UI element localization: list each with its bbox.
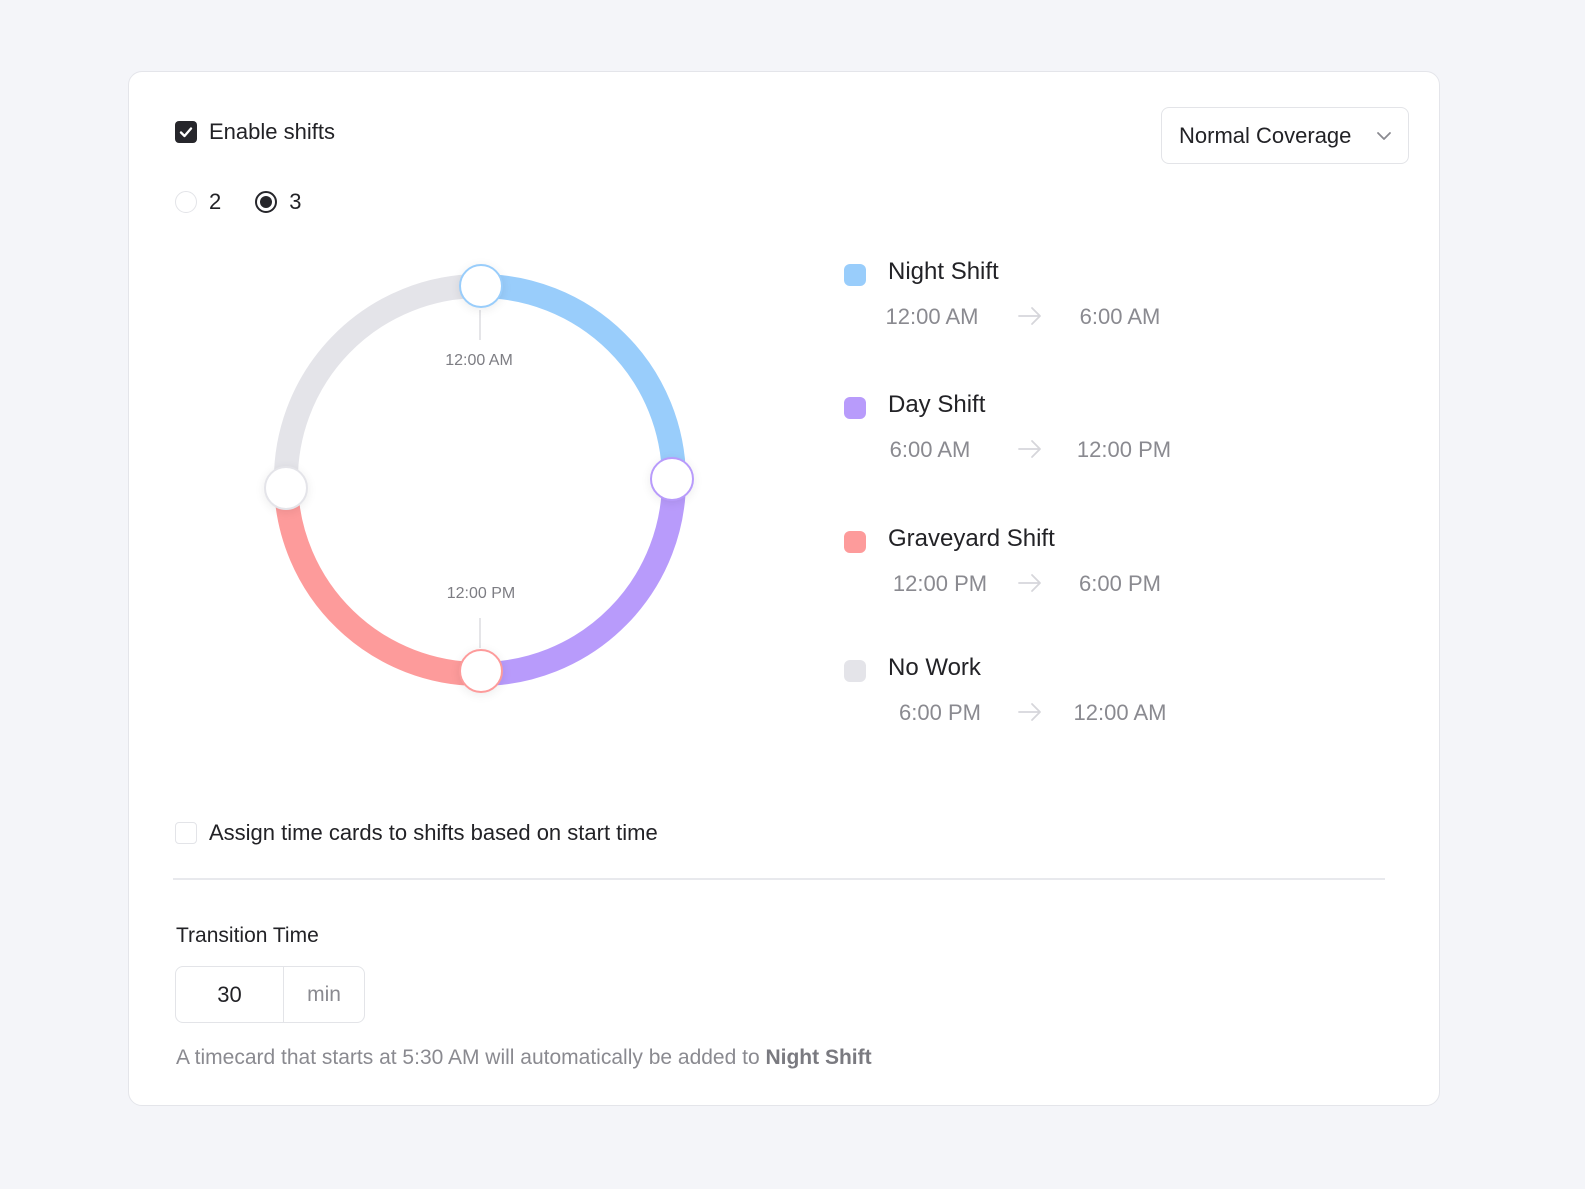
arrow-right-icon bbox=[1018, 574, 1041, 592]
section-divider bbox=[173, 878, 1385, 880]
enable-shifts-label: Enable shifts bbox=[209, 119, 335, 144]
legend-end-time: 6:00 PM bbox=[1079, 571, 1161, 596]
legend-name: Day Shift bbox=[888, 391, 986, 418]
day-shift-swatch bbox=[844, 397, 866, 419]
shift-settings-card: Enable shifts 2 3 Normal Coverage bbox=[128, 71, 1440, 1106]
transition-time-input-group: 30 min bbox=[175, 966, 365, 1023]
radio-selected-icon bbox=[255, 191, 278, 213]
arrow-right-icon bbox=[1018, 703, 1041, 721]
arrow-right-icon bbox=[1018, 307, 1041, 325]
arrow-right-icon bbox=[1018, 440, 1041, 458]
ring-segment-day-shift bbox=[479, 477, 687, 686]
graveyard-shift-swatch bbox=[844, 531, 866, 553]
coverage-dropdown-value: Normal Coverage bbox=[1179, 122, 1352, 148]
legend-start-time: 12:00 PM bbox=[892, 571, 988, 596]
shift-count-option-3[interactable]: 3 bbox=[255, 189, 302, 215]
legend-item-graveyard-shift: Graveyard Shift 12:00 PM 6:00 PM bbox=[841, 524, 1261, 604]
shift-ring-chart: 12:00 AM 12:00 PM bbox=[249, 252, 729, 732]
shift-count-label: 3 bbox=[289, 189, 302, 214]
ring-handle-graveyard-start[interactable] bbox=[459, 649, 503, 693]
ring-segment-graveyard-shift bbox=[274, 485, 481, 686]
shift-count-option-2[interactable]: 2 bbox=[175, 189, 221, 215]
ring-segment-no-work bbox=[273, 274, 481, 487]
legend-end-time: 6:00 AM bbox=[1079, 304, 1161, 329]
legend-name: No Work bbox=[888, 654, 981, 681]
checkbox-checked-icon bbox=[175, 121, 197, 143]
transition-help-text: A timecard that starts at 5:30 AM will a… bbox=[176, 1046, 872, 1070]
transition-time-unit: min bbox=[307, 982, 341, 1006]
ring-label-top: 12:00 AM bbox=[445, 352, 513, 369]
enable-shifts-checkbox[interactable]: Enable shifts bbox=[175, 119, 335, 145]
ring-handle-no-work-start[interactable] bbox=[264, 466, 308, 510]
night-shift-swatch bbox=[844, 264, 866, 286]
transition-time-title: Transition Time bbox=[176, 924, 319, 947]
legend-end-time: 12:00 AM bbox=[1073, 700, 1167, 725]
legend-item-day-shift: Day Shift 6:00 AM 12:00 PM bbox=[841, 390, 1261, 470]
legend-start-time: 6:00 PM bbox=[899, 700, 981, 725]
legend-start-time: 12:00 AM bbox=[885, 304, 979, 329]
legend-item-no-work: No Work 6:00 PM 12:00 AM bbox=[841, 653, 1261, 733]
legend-start-time: 6:00 AM bbox=[889, 437, 971, 462]
legend-end-time: 12:00 PM bbox=[1076, 437, 1172, 462]
ring-segment-night-shift bbox=[479, 274, 686, 479]
chevron-down-icon bbox=[1377, 131, 1391, 140]
assign-time-cards-label: Assign time cards to shifts based on sta… bbox=[209, 820, 658, 845]
legend-item-night-shift: Night Shift 12:00 AM 6:00 AM bbox=[841, 257, 1261, 337]
ring-label-bottom: 12:00 PM bbox=[446, 585, 516, 602]
shift-count-radio-group: 2 3 bbox=[175, 189, 336, 215]
legend-name: Night Shift bbox=[888, 258, 999, 285]
shift-count-label: 2 bbox=[209, 189, 222, 214]
assign-time-cards-checkbox[interactable]: Assign time cards to shifts based on sta… bbox=[175, 820, 658, 846]
ring-handle-day-start[interactable] bbox=[650, 457, 694, 501]
legend-name: Graveyard Shift bbox=[888, 525, 1055, 552]
ring-handle-night-start[interactable] bbox=[459, 264, 503, 308]
help-text-shift-name: Night Shift bbox=[765, 1046, 872, 1069]
transition-time-input[interactable]: 30 bbox=[176, 967, 284, 1022]
checkbox-unchecked-icon bbox=[175, 822, 197, 844]
radio-unselected-icon bbox=[175, 191, 197, 213]
ring-svg bbox=[273, 274, 687, 686]
no-work-swatch bbox=[844, 660, 866, 682]
coverage-dropdown[interactable]: Normal Coverage bbox=[1161, 107, 1409, 164]
help-text-prefix: A timecard that starts at 5:30 AM will a… bbox=[176, 1046, 766, 1069]
